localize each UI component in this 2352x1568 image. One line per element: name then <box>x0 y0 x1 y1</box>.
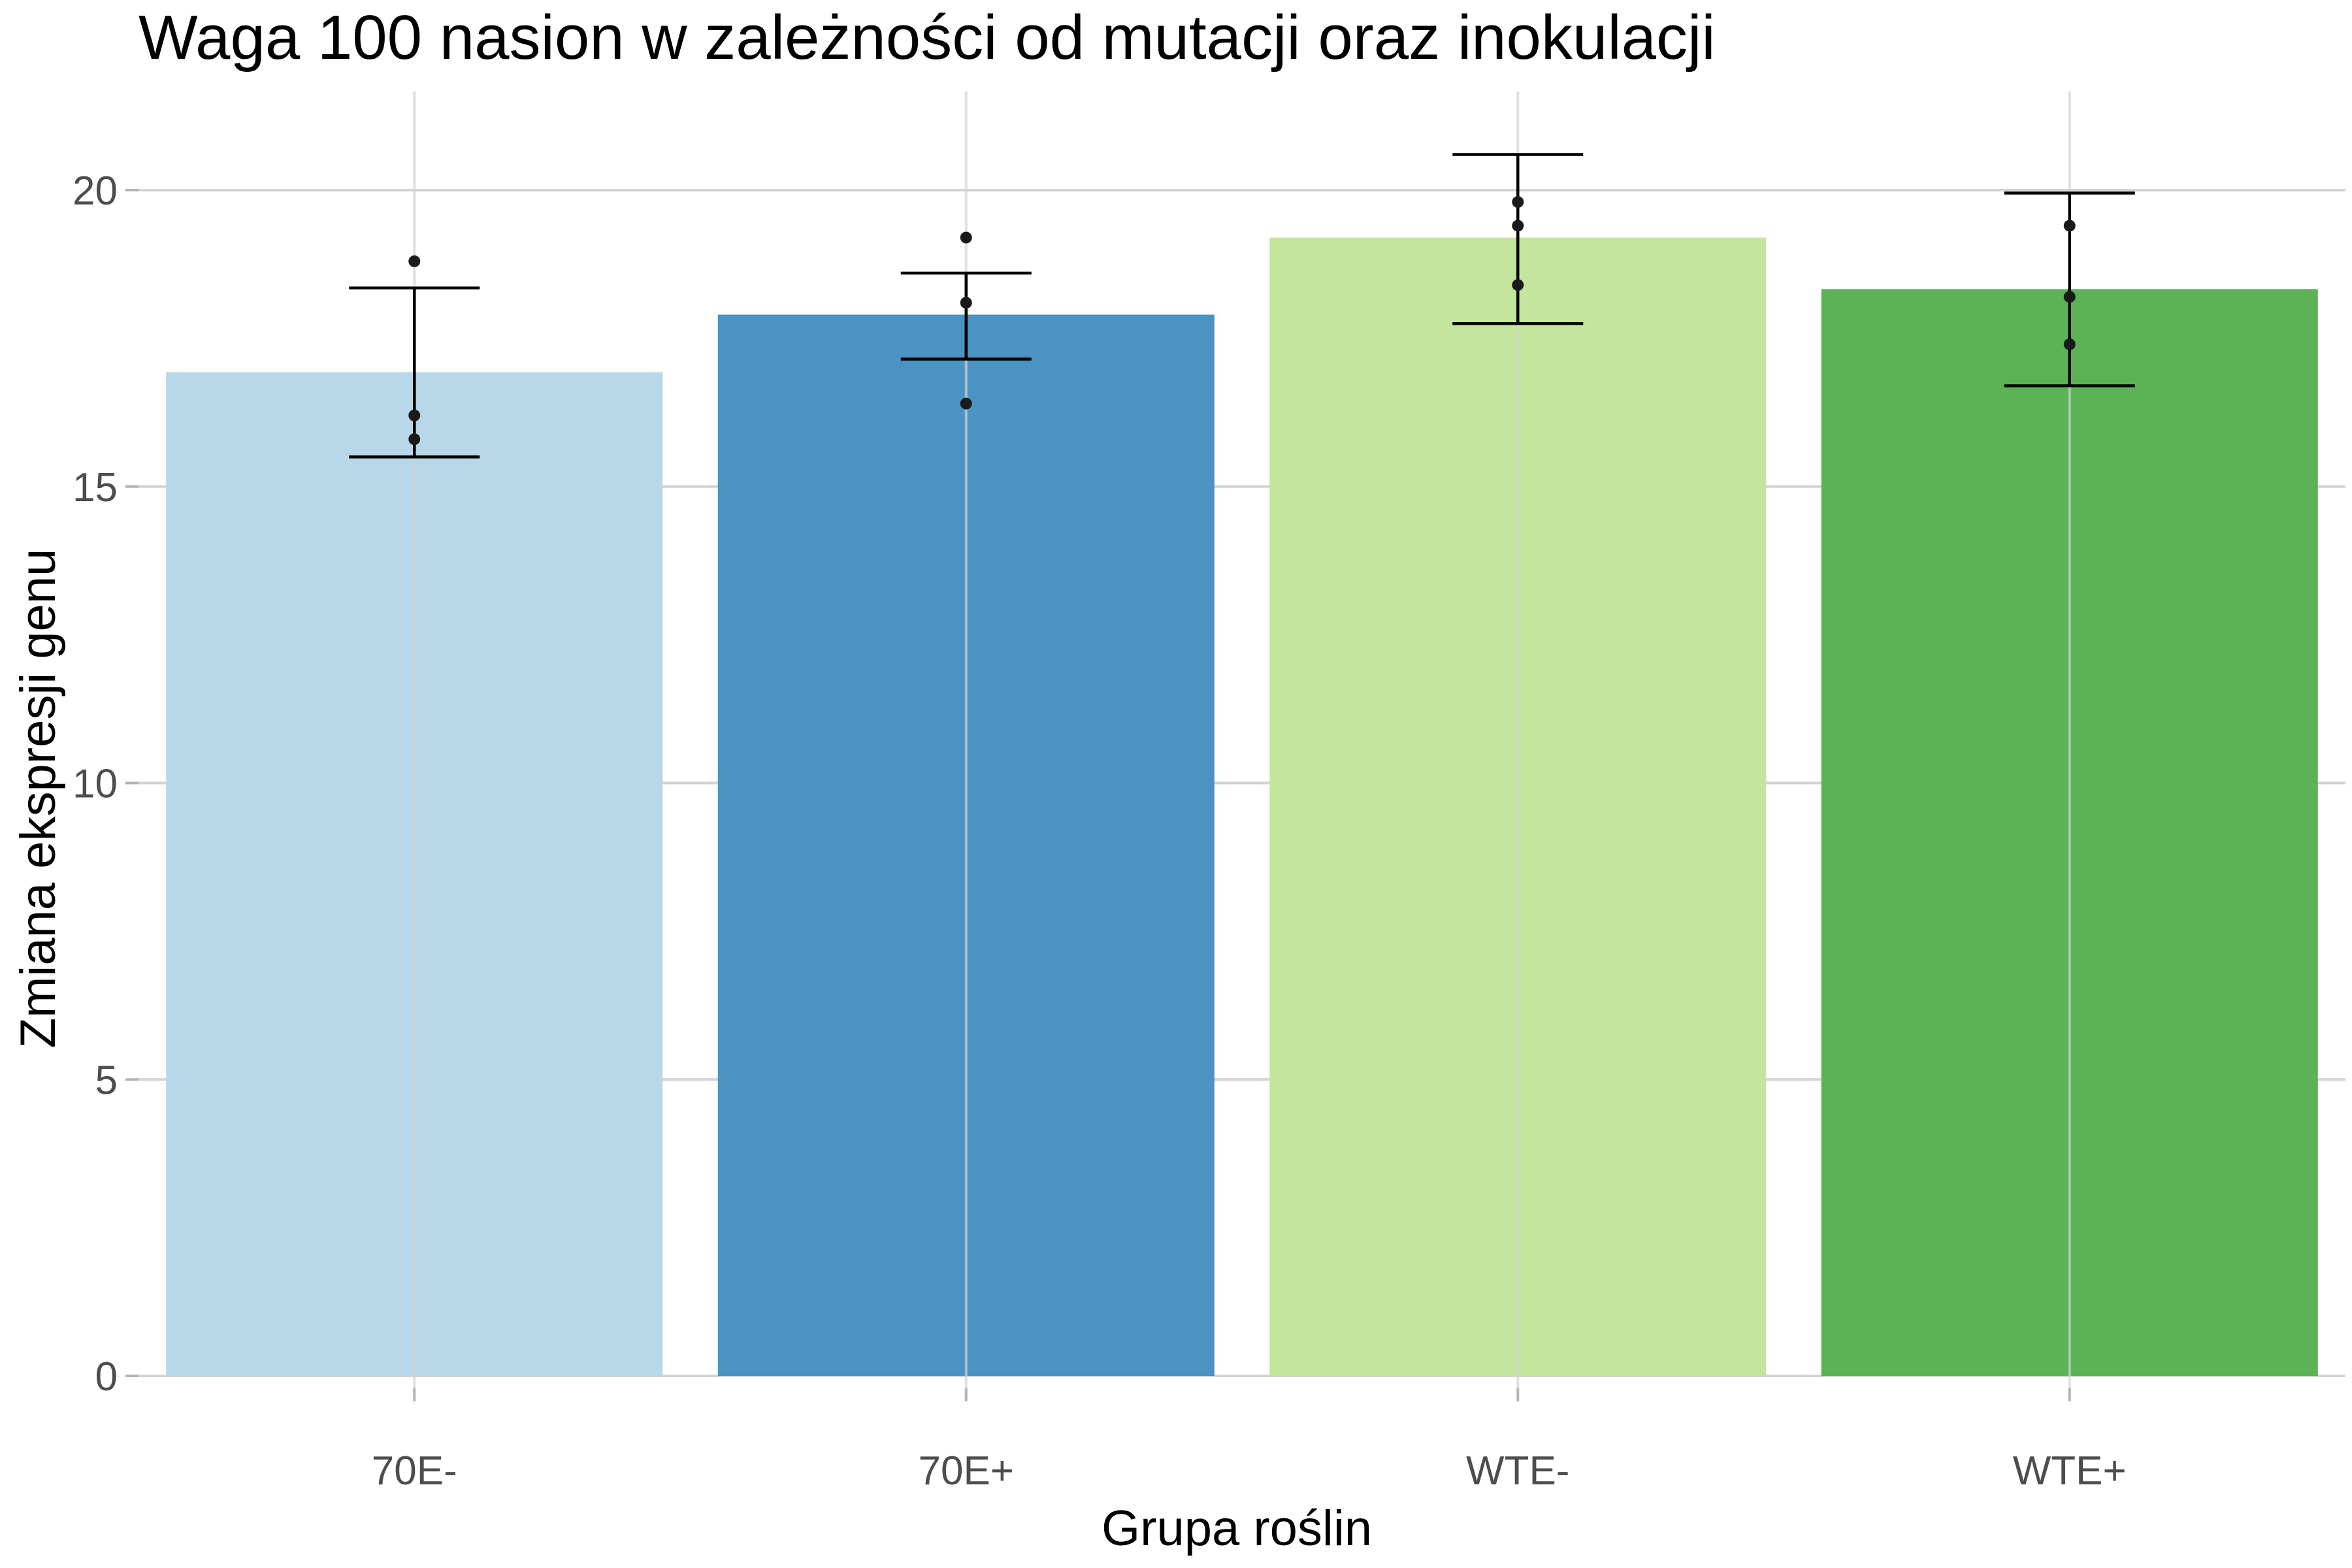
x-tick-label: WTE- <box>1466 1448 1569 1494</box>
y-axis-title: Zmiana ekspresji genu <box>10 549 66 1049</box>
data-points <box>408 196 2076 446</box>
data-point <box>960 397 972 410</box>
y-tick-label: 5 <box>95 1058 118 1103</box>
data-point <box>1512 196 1524 208</box>
chart-title: Waga 100 nasion w zależności od mutacji … <box>139 3 1716 73</box>
data-point <box>2063 338 2076 350</box>
y-tick-label: 20 <box>73 169 118 214</box>
data-point <box>2063 220 2076 232</box>
data-point <box>408 409 421 421</box>
data-point <box>1512 279 1524 291</box>
x-tick-label: 70E- <box>372 1448 457 1494</box>
data-point <box>1512 220 1524 232</box>
y-tick-label: 15 <box>73 465 118 510</box>
data-point <box>2063 291 2076 303</box>
x-axis-title: Grupa roślin <box>1102 1501 1372 1556</box>
y-tick-label: 10 <box>73 762 118 807</box>
y-tick-label: 0 <box>95 1354 118 1399</box>
data-point <box>408 433 421 446</box>
data-point <box>960 297 972 309</box>
x-axis-ticks: 70E- 70E+ WTE- WTE+ <box>372 1388 2127 1494</box>
x-tick-label: WTE+ <box>2013 1448 2127 1494</box>
data-point <box>408 255 421 267</box>
data-point <box>960 231 972 244</box>
error-bars <box>349 153 2135 459</box>
x-tick-label: 70E+ <box>918 1448 1014 1494</box>
y-axis-ticks: 0 5 10 15 20 <box>73 169 139 1399</box>
